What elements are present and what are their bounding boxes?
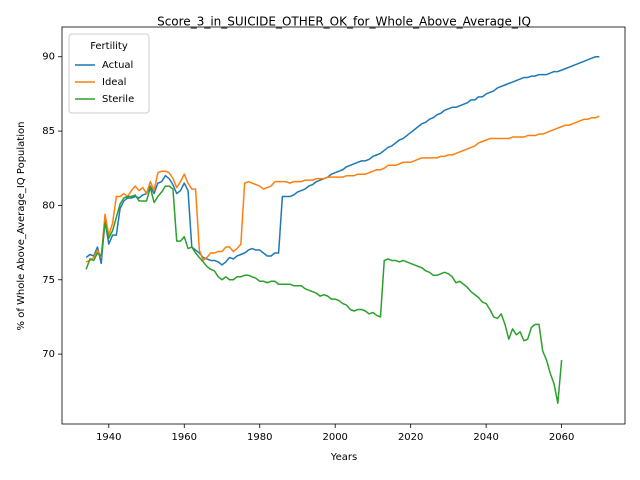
x-tick-label: 1980 [247,432,272,443]
line-series [85,185,563,404]
x-axis-label: Years [330,452,357,463]
y-tick-label: 80 [42,200,55,211]
x-tick-label: 1960 [172,432,197,443]
legend-label: Ideal [102,77,126,88]
y-tick-label: 90 [42,52,55,63]
chart-title: Score_3_in_SUICIDE_OTHER_OK_for_Whole_Ab… [157,15,531,29]
line-series [85,55,600,266]
legend-box [68,33,150,114]
legend-title: Fertility [90,41,128,52]
y-tick-label: 75 [42,275,55,286]
line-series [85,115,600,263]
x-tick-label: 2020 [398,432,423,443]
legend-label: Actual [102,60,133,71]
plot-frame [61,26,626,425]
x-tick-label: 2000 [322,432,347,443]
y-axis-label: % of Whole Above_Average_IQ Population [16,122,27,331]
legend-label: Sterile [102,94,134,105]
x-tick-label: 1940 [96,432,121,443]
x-tick-label: 2060 [549,432,574,443]
x-tick-label: 2040 [473,432,498,443]
y-tick-label: 85 [42,126,55,137]
y-tick-label: 70 [42,349,55,360]
